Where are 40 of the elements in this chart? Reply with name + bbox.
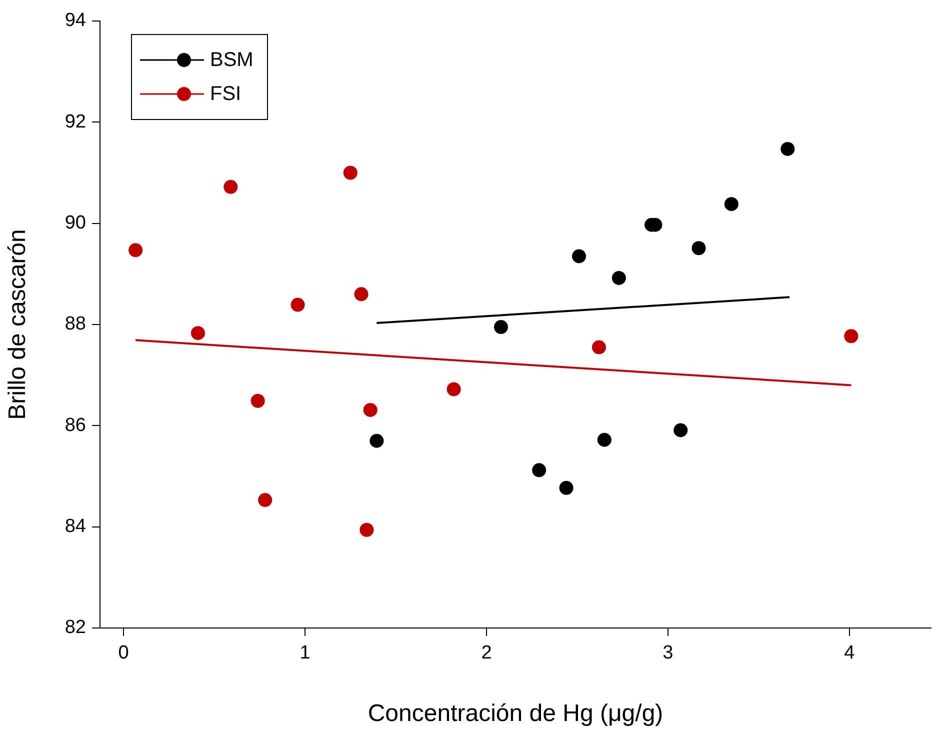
x-tick-label: 3: [662, 642, 674, 664]
x-tick-label: 4: [844, 642, 856, 664]
point: [258, 493, 272, 508]
y-tick-label: 92: [64, 111, 86, 132]
x-axis-title: Concentración de Hg (μg/g): [368, 700, 664, 728]
point: [494, 320, 508, 334]
y-axis-title: Brillo de cascarón: [4, 229, 32, 420]
x-tick-label: 0: [118, 642, 129, 664]
point: [128, 243, 143, 258]
point: [592, 340, 606, 354]
point: [360, 522, 374, 537]
y-tick-label: 86: [64, 414, 86, 436]
point: [572, 249, 586, 264]
point: [190, 326, 205, 340]
y-tick-label: 82: [64, 617, 86, 638]
x-tick-label: 2: [481, 642, 492, 664]
point: [532, 463, 546, 478]
point: [844, 329, 858, 344]
point: [674, 423, 688, 438]
point: [343, 166, 358, 180]
point: [597, 432, 612, 447]
point: [559, 480, 574, 495]
point: [290, 298, 305, 312]
point: [780, 142, 795, 156]
point: [224, 180, 238, 194]
point: [250, 394, 265, 408]
legend-label: FSI: [210, 82, 242, 106]
y-tick-label: 88: [64, 314, 86, 335]
point: [692, 241, 706, 256]
point: [354, 287, 368, 302]
point: [446, 382, 461, 396]
y-tick-label: 84: [64, 516, 86, 538]
legend-label: BSM: [210, 48, 254, 72]
point: [612, 270, 626, 285]
x-tick-label: 1: [300, 642, 310, 664]
point: [370, 434, 384, 448]
y-tick-label: 94: [64, 10, 86, 32]
point: [363, 402, 378, 417]
y-tick-label: 90: [64, 212, 86, 234]
point: [724, 197, 738, 212]
